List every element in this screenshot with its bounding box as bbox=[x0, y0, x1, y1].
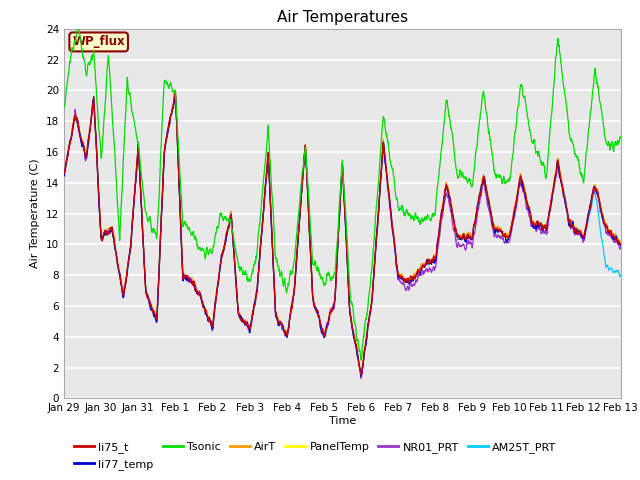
Y-axis label: Air Temperature (C): Air Temperature (C) bbox=[30, 159, 40, 268]
Text: WP_flux: WP_flux bbox=[72, 36, 125, 48]
Title: Air Temperatures: Air Temperatures bbox=[277, 10, 408, 25]
Legend: li75_t, li77_temp, Tsonic, AirT, PanelTemp, NR01_PRT, AM25T_PRT: li75_t, li77_temp, Tsonic, AirT, PanelTe… bbox=[70, 438, 561, 474]
X-axis label: Time: Time bbox=[329, 416, 356, 426]
